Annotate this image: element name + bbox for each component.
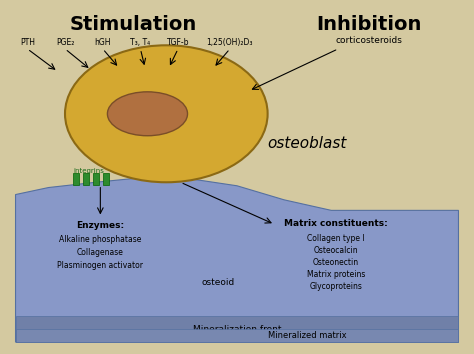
Polygon shape <box>16 329 458 342</box>
Text: 1,25(OH)₂D₃: 1,25(OH)₂D₃ <box>207 38 253 47</box>
Text: PGE₂: PGE₂ <box>56 38 74 47</box>
Text: hGH: hGH <box>94 38 111 47</box>
Bar <box>103 173 109 185</box>
Text: Plasminogen activator: Plasminogen activator <box>57 261 143 270</box>
Text: Osteonectin: Osteonectin <box>313 258 359 267</box>
Polygon shape <box>16 316 458 342</box>
Text: osteoblast: osteoblast <box>268 136 347 151</box>
Text: Matrix proteins: Matrix proteins <box>307 270 365 279</box>
Text: T₃, T₄: T₃, T₄ <box>130 38 150 47</box>
Bar <box>83 173 89 185</box>
Text: Enzymes:: Enzymes: <box>76 221 124 230</box>
Text: Inhibition: Inhibition <box>316 16 422 34</box>
Bar <box>93 173 99 185</box>
Text: Stimulation: Stimulation <box>70 16 197 34</box>
Text: Collagen type I: Collagen type I <box>307 234 365 243</box>
Bar <box>73 173 79 185</box>
Ellipse shape <box>108 92 188 136</box>
Text: Alkaline phosphatase: Alkaline phosphatase <box>59 235 142 244</box>
Polygon shape <box>16 175 458 342</box>
Text: Osteocalcin: Osteocalcin <box>314 246 358 255</box>
Text: corticosteroids: corticosteroids <box>336 36 402 45</box>
Text: Collagenase: Collagenase <box>77 248 124 257</box>
Text: Matrix constituents:: Matrix constituents: <box>284 219 388 228</box>
Text: Glycoproteins: Glycoproteins <box>310 282 363 291</box>
Text: PTH: PTH <box>20 38 35 47</box>
Text: integrins: integrins <box>73 168 104 174</box>
Text: osteoid: osteoid <box>201 278 235 287</box>
Text: TGF-b: TGF-b <box>167 38 189 47</box>
Text: Mineralized matrix: Mineralized matrix <box>268 331 347 340</box>
Text: Mineralization front: Mineralization front <box>193 325 281 333</box>
Ellipse shape <box>65 45 268 182</box>
